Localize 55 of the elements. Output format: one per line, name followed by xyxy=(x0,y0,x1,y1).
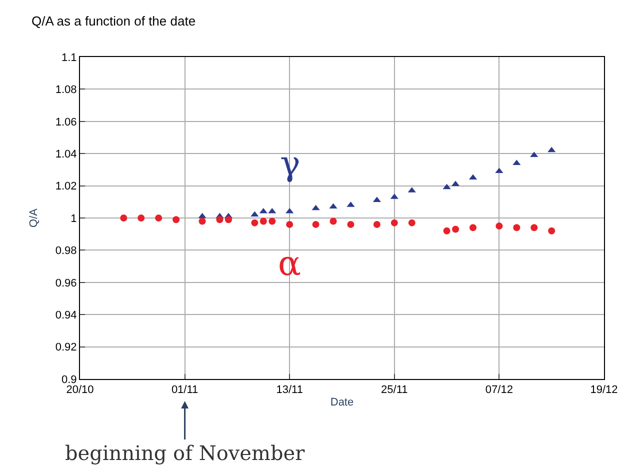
x-tick-label: 07/12 xyxy=(485,384,513,396)
point xyxy=(172,216,180,224)
y-tick-label: 0.94 xyxy=(55,309,77,322)
y-tick-label: 1.02 xyxy=(55,180,77,193)
y-tick-label: 0.96 xyxy=(55,277,77,290)
point xyxy=(286,220,294,228)
y-tick-label: 1.08 xyxy=(55,84,77,96)
point xyxy=(198,218,206,225)
point xyxy=(198,212,206,218)
point xyxy=(312,220,320,228)
point xyxy=(442,184,451,190)
point xyxy=(372,196,381,202)
x-tick-label: 13/11 xyxy=(276,384,303,396)
point xyxy=(452,226,460,233)
point xyxy=(224,216,232,224)
point xyxy=(250,211,259,217)
text: beginning of November xyxy=(65,441,306,465)
point xyxy=(548,146,556,152)
series-label: α xyxy=(278,244,301,284)
x-tick-label: 25/11 xyxy=(381,384,408,396)
y-axis-title: Q/A xyxy=(28,208,40,228)
y-tick-label: 0.9 xyxy=(62,374,77,386)
point xyxy=(470,224,476,232)
point xyxy=(548,227,556,234)
point xyxy=(512,160,521,166)
x-axis-title: Date xyxy=(330,396,354,408)
point xyxy=(513,224,520,232)
point xyxy=(408,219,416,226)
point xyxy=(268,218,276,225)
x-tick-label: 19/12 xyxy=(590,384,618,396)
x-tick-label: 20/10 xyxy=(66,384,94,396)
x-tick-label: 01/11 xyxy=(171,384,198,396)
point xyxy=(530,224,538,232)
point xyxy=(312,204,320,210)
point xyxy=(138,214,145,222)
point xyxy=(347,220,354,228)
point xyxy=(496,222,503,230)
point xyxy=(216,216,224,224)
point xyxy=(330,218,337,225)
chart-title: Q/A as a function of the date xyxy=(32,14,196,29)
y-tick-label: 1.04 xyxy=(55,148,77,160)
y-tick-label: 1.06 xyxy=(55,116,77,128)
series-label: γ xyxy=(280,144,300,184)
y-tick-label: 1.1 xyxy=(62,52,77,64)
point xyxy=(495,168,504,174)
point xyxy=(443,227,450,234)
point xyxy=(260,218,267,225)
y-tick-label: 0.98 xyxy=(55,245,77,258)
point xyxy=(390,219,398,226)
point xyxy=(155,214,162,222)
point xyxy=(120,214,128,222)
point xyxy=(251,219,258,226)
point xyxy=(373,220,380,228)
y-tick-label: 1 xyxy=(70,212,77,225)
y-tick-label: 0.92 xyxy=(55,342,77,354)
